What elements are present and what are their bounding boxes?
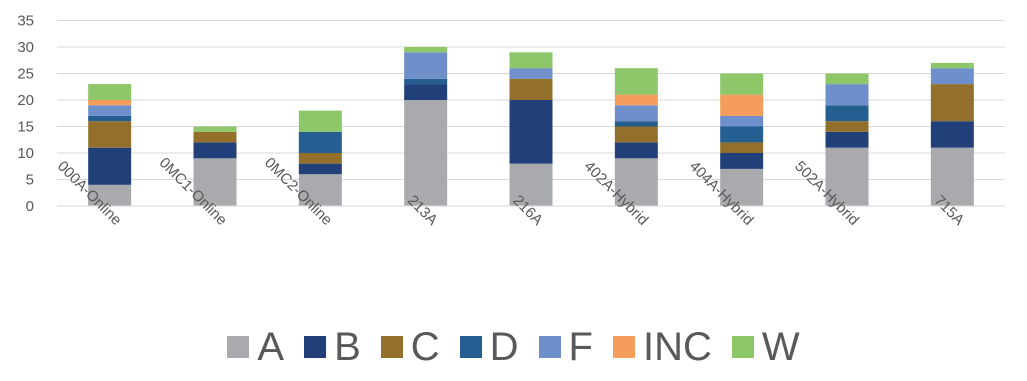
legend-label: INC (642, 325, 712, 369)
bar-segment-b (509, 100, 553, 164)
y-tick-label: 20 (17, 92, 34, 109)
legend-swatch (227, 336, 250, 358)
bar-segment-w (614, 68, 658, 95)
legend-swatch (459, 336, 482, 358)
y-tick-label: 35 (17, 13, 34, 30)
bar-segment-a (614, 158, 658, 206)
bar-segment-b (614, 142, 658, 159)
bar-segment-a (193, 158, 237, 206)
bar-segment-w (193, 126, 237, 132)
bar-segment-a (88, 184, 132, 206)
bar-segment-d (614, 121, 658, 127)
bar-segment-f (614, 105, 658, 122)
bar-segment-a (509, 163, 553, 206)
bar-segment-b (930, 121, 974, 148)
legend-swatch (380, 336, 403, 358)
legend-item-inc: INC (612, 325, 712, 369)
bar-segment-w (930, 62, 974, 69)
bar-segment-inc (720, 94, 764, 116)
bar-segment-f (930, 68, 974, 85)
bar-segment-a (825, 147, 869, 206)
legend-label: A (257, 325, 285, 369)
bar-segment-w (509, 52, 553, 69)
bar-segment-f (404, 52, 448, 79)
bar-segment-w (825, 73, 869, 85)
y-tick-label: 5 (26, 172, 34, 189)
bar-segment-a (298, 174, 342, 206)
bar-segment-c (193, 131, 237, 143)
bar-segment-f (720, 115, 764, 127)
bar-segment-d (298, 131, 342, 153)
bar-segment-c (298, 153, 342, 164)
legend-swatch (731, 336, 754, 358)
bar-segment-w (88, 84, 132, 100)
y-tick-label: 30 (17, 39, 34, 56)
legend-label: F (568, 325, 593, 369)
legend-item-c: C (380, 325, 440, 369)
bar-segment-c (930, 84, 974, 122)
legend: A B C D F INC W (0, 322, 1027, 372)
legend-label: W (761, 325, 800, 369)
bar-segment-b (720, 153, 764, 169)
bar-segment-d (720, 126, 764, 143)
bar-segment-b (404, 84, 448, 100)
legend-item-b: B (304, 327, 361, 367)
bar-segment-b (298, 163, 342, 175)
y-tick-label: 15 (17, 119, 34, 136)
bars (88, 47, 974, 206)
bar-segment-d (404, 78, 448, 85)
legend-swatch (304, 336, 327, 358)
bar-segment-b (825, 131, 869, 148)
legend-item-a: A (227, 327, 284, 367)
bar-segment-c (509, 78, 553, 100)
legend-label: D (489, 325, 519, 369)
y-tick-label: 0 (26, 198, 34, 215)
legend-item-d: D (459, 325, 519, 369)
bar-segment-c (88, 121, 132, 148)
bar-segment-b (193, 142, 237, 159)
bar-segment-c (614, 126, 658, 143)
bar-segment-a (404, 100, 448, 206)
legend-swatch (538, 336, 561, 358)
legend-item-f: F (538, 325, 593, 369)
bar-segment-f (509, 68, 553, 79)
bar-segment-inc (88, 100, 132, 106)
legend-item-w: W (731, 325, 800, 369)
bar-segment-inc (614, 94, 658, 106)
bar-segment-c (825, 121, 869, 132)
bar-segment-f (88, 105, 132, 116)
bar-segment-w (298, 110, 342, 132)
bar-segment-b (88, 147, 132, 185)
bar-segment-c (720, 142, 764, 153)
y-axis-ticks: 0 5 10 15 20 25 30 35 (17, 13, 34, 216)
bar-segment-d (825, 105, 869, 122)
y-tick-label: 25 (17, 66, 34, 83)
bar-segment-f (825, 84, 869, 106)
bar-segment-a (720, 168, 764, 206)
legend-label: C (410, 325, 440, 369)
bar-segment-w (720, 73, 764, 95)
bar-segment-d (88, 115, 132, 122)
bar-segment-w (404, 47, 448, 53)
y-tick-label: 10 (17, 145, 34, 162)
legend-label: B (334, 325, 361, 369)
legend-swatch (612, 336, 635, 358)
bar-segment-a (930, 147, 974, 206)
